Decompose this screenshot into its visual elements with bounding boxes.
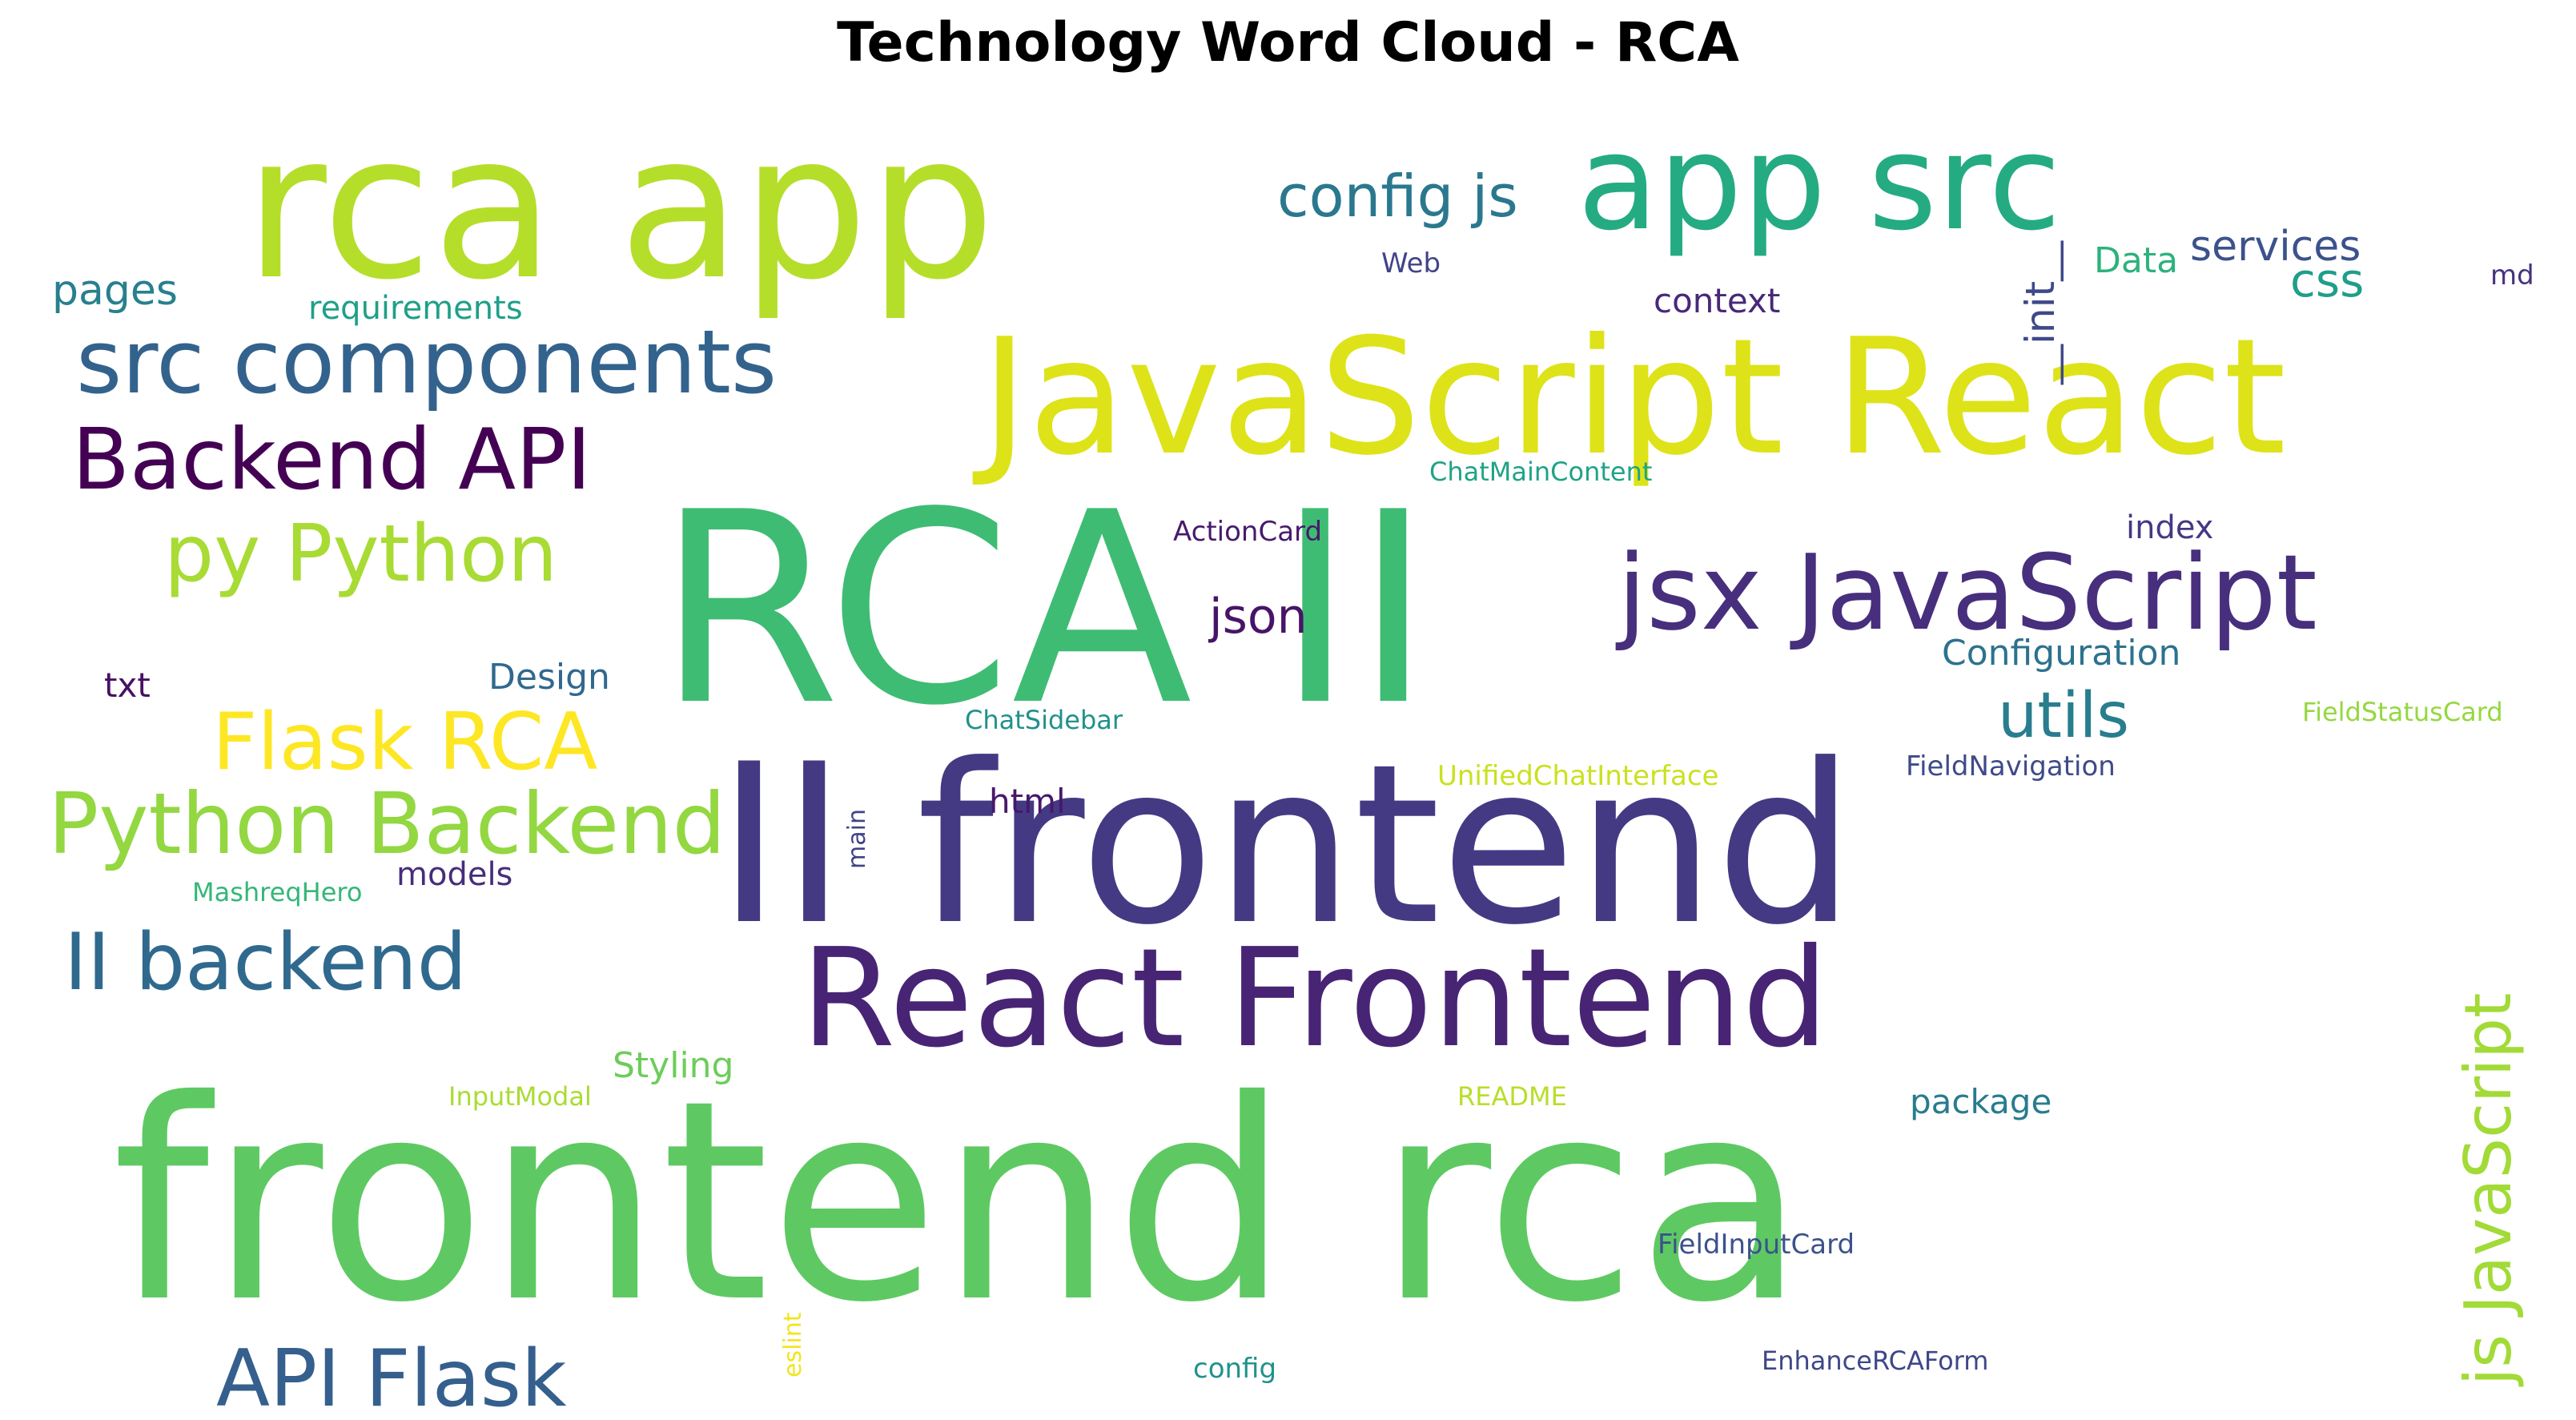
word-rca-ii: RCA II xyxy=(657,456,1433,763)
word-backend-api: Backend API xyxy=(72,411,591,509)
word-config-js: config js xyxy=(1277,163,1518,230)
word-data: Data xyxy=(2094,240,2178,281)
word-index: index xyxy=(2126,509,2213,546)
word-init: __init__ xyxy=(2017,240,2064,385)
word-utils: utils xyxy=(1998,680,2129,752)
word-styling: Styling xyxy=(613,1045,734,1086)
word-python-backend: Python Backend xyxy=(48,775,725,873)
word-javascript-react: JavaScript React xyxy=(972,304,2286,491)
word-enhancercaform: EnhanceRCAForm xyxy=(1762,1346,1988,1376)
word-mashreqhero: MashreqHero xyxy=(192,877,362,907)
word-inputmodal: InputModal xyxy=(448,1081,592,1112)
word-src-components: src components xyxy=(76,311,777,413)
word-fieldstatuscard: FieldStatusCard xyxy=(2302,697,2503,727)
word-eslint: eslint xyxy=(779,1312,807,1378)
word-models: models xyxy=(396,856,512,893)
word-configuration: Configuration xyxy=(1942,633,2180,674)
word-design: Design xyxy=(488,657,610,698)
word-txt: txt xyxy=(104,666,151,705)
word-actioncard: ActionCard xyxy=(1173,516,1322,548)
word-chatmaincontent: ChatMainContent xyxy=(1429,457,1652,487)
chart-title: Technology Word Cloud - RCA xyxy=(837,11,1739,74)
word-context: context xyxy=(1654,281,1780,320)
word-flask-rca: Flask RCA xyxy=(212,697,597,788)
word-react-frontend: React Frontend xyxy=(801,919,1829,1078)
word-readme: README xyxy=(1457,1081,1567,1112)
word-requirements: requirements xyxy=(308,290,523,327)
word-package: package xyxy=(1910,1082,2052,1121)
word-py-python: py Python xyxy=(164,509,557,600)
word-main: main xyxy=(843,809,871,869)
word-json: json xyxy=(1208,589,1308,645)
word-html: html xyxy=(989,782,1066,821)
word-app-src: app src xyxy=(1577,106,2061,259)
word-ii-backend: II backend xyxy=(64,917,467,1008)
word-unifiedchatinterface: UnifiedChatInterface xyxy=(1437,760,1718,792)
word-api-flask: API Flask xyxy=(216,1334,567,1420)
word-fieldnavigation: FieldNavigation xyxy=(1906,750,2116,782)
word-pages: pages xyxy=(52,267,178,315)
word-rca-app: rca app xyxy=(244,91,995,324)
word-ii-frontend: II frontend xyxy=(717,717,1855,973)
word-md: md xyxy=(2490,259,2534,292)
word-jsx-javascript: jsx JavaScript xyxy=(1615,532,2317,654)
word-frontend-rca: frontend rca xyxy=(112,1042,1806,1363)
word-chatsidebar: ChatSidebar xyxy=(965,705,1123,735)
word-config: config xyxy=(1193,1353,1276,1385)
word-services: services xyxy=(2190,223,2361,271)
word-js-javascript: js JavaScript xyxy=(2451,993,2526,1387)
word-web: Web xyxy=(1381,247,1441,280)
word-fieldinputcard: FieldInputCard xyxy=(1658,1229,1855,1261)
word-css: css xyxy=(2290,253,2364,308)
